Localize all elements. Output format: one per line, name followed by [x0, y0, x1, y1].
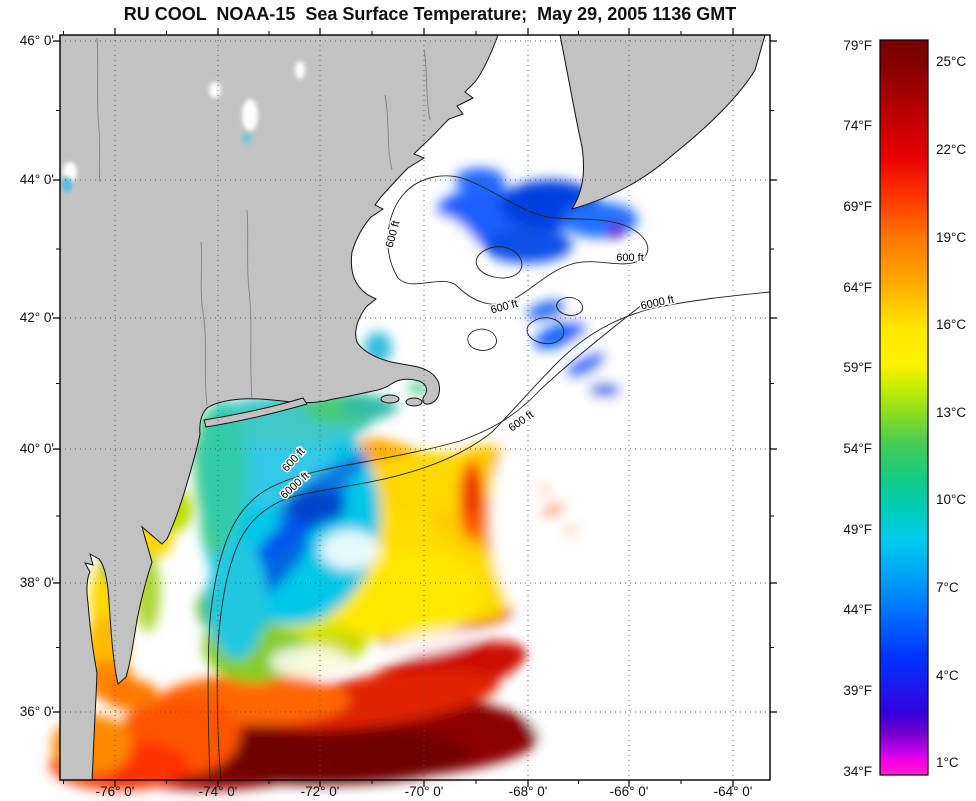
lat-tick-label: 40° 0'	[20, 441, 54, 456]
contour-label-600ft: 600 ft	[616, 252, 644, 264]
lat-tick-label: 42° 0'	[20, 310, 54, 325]
colorbar: 79°F 74°F 69°F 64°F 59°F 54°F 49°F 44°F …	[843, 38, 966, 779]
lat-tick-label: 44° 0'	[20, 172, 54, 187]
colorbar-c-label: 19°C	[936, 230, 966, 245]
lat-axis: 46° 0' 44° 0' 42° 0' 40° 0' 38° 0' 36° 0…	[20, 33, 54, 719]
colorbar-f-label: 44°F	[843, 602, 872, 617]
colorbar-c-label: 25°C	[936, 54, 966, 69]
colorbar-c-label: 22°C	[936, 142, 966, 157]
figure-title: RU COOL NOAA-15 Sea Surface Temperature;…	[124, 4, 737, 24]
lon-tick-label: -76° 0'	[96, 784, 135, 799]
colorbar-f-label: 74°F	[843, 118, 872, 133]
colorbar-f-label: 59°F	[843, 360, 872, 375]
colorbar-f-label: 34°F	[843, 764, 872, 779]
land-cloud-specks	[62, 61, 305, 192]
bathymetry-contours	[207, 175, 771, 780]
lon-tick-label: -74° 0'	[199, 784, 238, 799]
river-lines	[96, 37, 431, 407]
colorbar-c-label: 4°C	[936, 668, 959, 683]
lon-tick-label: -64° 0'	[714, 784, 753, 799]
land-masses	[59, 34, 766, 781]
colorbar-f-label: 64°F	[843, 280, 872, 295]
colorbar-gradient	[879, 39, 929, 776]
colorbar-f-label: 54°F	[843, 441, 872, 456]
graticule-grid	[60, 35, 770, 780]
lon-tick-label: -70° 0'	[405, 784, 444, 799]
marthas-vineyard	[380, 394, 400, 404]
lon-axis: -76° 0' -74° 0' -72° 0' -70° 0' -68° 0' …	[96, 784, 753, 799]
colorbar-c-label: 16°C	[936, 317, 966, 332]
colorbar-f-label: 49°F	[843, 522, 872, 537]
colorbar-c-label: 13°C	[936, 405, 966, 420]
lat-tick-label: 36° 0'	[20, 704, 54, 719]
colorbar-c-label: 1°C	[936, 755, 959, 770]
lon-tick-label: -72° 0'	[301, 784, 340, 799]
colorbar-f-label: 69°F	[843, 199, 872, 214]
colorbar-f-label: 39°F	[843, 683, 872, 698]
lon-tick-label: -66° 0'	[610, 784, 649, 799]
sst-field	[50, 168, 790, 790]
nova-scotia	[559, 34, 766, 210]
long-island	[203, 397, 308, 428]
lat-tick-label: 38° 0'	[20, 575, 54, 590]
nantucket	[405, 397, 423, 407]
lon-tick-label: -68° 0'	[509, 784, 548, 799]
mainland-coast	[59, 34, 499, 781]
axes-frame	[53, 28, 777, 787]
lat-tick-label: 46° 0'	[20, 33, 54, 48]
colorbar-c-label: 7°C	[936, 580, 959, 595]
colorbar-f-label: 79°F	[843, 38, 872, 53]
colorbar-c-label: 10°C	[936, 492, 966, 507]
